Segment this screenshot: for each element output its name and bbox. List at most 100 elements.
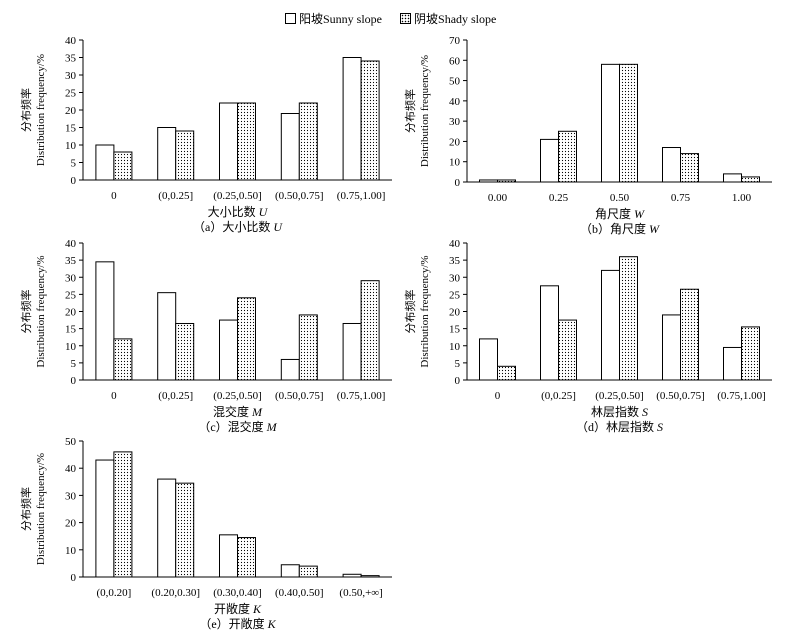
- bar-shady-c-4: [360, 280, 380, 381]
- y-tick-label-e: 30: [65, 490, 77, 502]
- y-axis-title-en-c: Distribution frequency/%: [35, 255, 47, 367]
- x-tick-label-d-2: (0.25,0.50]: [595, 390, 644, 402]
- bar-sunny-e-3: [280, 564, 300, 578]
- y-tick-label-d: 20: [449, 307, 461, 319]
- y-axis-title-cn-b: 分布频率: [403, 89, 417, 133]
- x-tick-label-b-3: 0.75: [671, 192, 691, 204]
- y-tick-label-b: 50: [449, 76, 461, 88]
- legend-swatch-sunny: [285, 13, 296, 24]
- caption-d: （d）林层指数 S: [576, 419, 663, 434]
- y-axis-title-en-a: Distribution frequency/%: [35, 54, 47, 166]
- y-tick-label-b: 10: [449, 157, 461, 169]
- x-tick-label-e-3: (0.40,0.50]: [275, 587, 324, 599]
- y-tick-label-c: 40: [65, 238, 77, 250]
- chart-panel-b: 0 10 20 30 40 50 60 70 分布频率 Distribution frequenc…: [403, 35, 772, 236]
- bar-sunny-a-0: [95, 144, 115, 181]
- x-tick-label-a-1: (0,0.25]: [158, 190, 193, 202]
- bar-sunny-d-0: [479, 338, 498, 381]
- bar-sunny-d-1: [540, 285, 559, 381]
- y-tick-label-c: 15: [65, 324, 77, 336]
- y-tick-label-a: 0: [71, 175, 77, 187]
- y-tick-label-b: 30: [449, 116, 461, 128]
- x-tick-label-e-4: (0.50,+∞]: [339, 587, 382, 599]
- y-tick-label-d: 0: [455, 375, 461, 387]
- legend-swatch-shady: [400, 13, 412, 24]
- y-tick-label-e: 10: [65, 545, 77, 557]
- x-tick-label-e-0: (0,0.20]: [96, 587, 131, 599]
- x-tick-label-e-2: (0.30,0.40]: [213, 587, 262, 599]
- x-tick-label-d-4: (0.75,1.00]: [717, 390, 766, 402]
- x-tick-label-c-3: (0.50,0.75]: [275, 390, 324, 402]
- y-tick-label-d: 40: [449, 238, 461, 250]
- y-tick-label-b: 60: [449, 55, 461, 67]
- chart-panel-e: 0 10 20 30 40 50 分布频率 Distribution frequency/% (…: [19, 436, 392, 631]
- y-tick-label-c: 10: [65, 341, 77, 353]
- bar-shady-d-3: [680, 288, 699, 381]
- x-tick-label-a-2: (0.25,0.50]: [213, 190, 262, 202]
- bar-shady-d-0: [497, 365, 516, 381]
- y-axis-title-cn-c: 分布频率: [19, 290, 33, 334]
- bar-sunny-c-2: [219, 319, 238, 381]
- x-axis-title-d: 林层指数 S: [591, 404, 648, 419]
- x-tick-label-b-0: 0.00: [488, 192, 508, 204]
- bar-shady-b-2: [619, 63, 638, 183]
- bar-sunny-e-2: [219, 534, 238, 578]
- y-axis-title-cn-e: 分布频率: [19, 487, 33, 531]
- bar-shady-c-3: [298, 314, 318, 381]
- x-tick-label-d-1: (0,0.25]: [541, 390, 576, 402]
- y-tick-label-c: 35: [65, 255, 77, 267]
- chart-panel-d: 0 5 10 15 20 25 30 35 40 分布频率 Distribution frequen…: [403, 238, 772, 434]
- y-tick-label-e: 50: [65, 436, 77, 448]
- legend-item-shady: 阴坡Shady slope: [400, 10, 496, 27]
- y-axis-title-cn-d: 分布频率: [403, 290, 417, 334]
- y-tick-label-a: 10: [65, 140, 77, 152]
- y-tick-label-d: 10: [449, 341, 461, 353]
- y-tick-label-b: 40: [449, 96, 461, 108]
- x-tick-label-c-1: (0,0.25]: [158, 390, 193, 402]
- chart-panel-c: 0 5 10 15 20 25 30 35 40 分布频率 Distribution frequen…: [19, 238, 392, 434]
- y-tick-label-a: 30: [65, 70, 77, 82]
- bar-shady-e-3: [298, 565, 318, 578]
- chart-panel-a: 0 5 10 15 20 25 30 35 40 分布频率 Distribution frequen…: [19, 35, 392, 234]
- bar-sunny-e-4: [342, 573, 362, 578]
- y-tick-label-a: 15: [65, 123, 77, 135]
- x-tick-label-e-1: (0.20,0.30]: [151, 587, 200, 599]
- y-tick-label-b: 0: [455, 177, 461, 189]
- bar-sunny-a-3: [280, 113, 300, 181]
- bar-shady-a-2: [237, 102, 256, 181]
- legend-label-shady: 阴坡Shady slope: [414, 12, 497, 26]
- bar-shady-c-1: [175, 322, 195, 381]
- bar-shady-e-2: [237, 537, 256, 578]
- bar-shady-b-4: [741, 176, 760, 183]
- x-tick-label-a-3: (0.50,0.75]: [275, 190, 324, 202]
- y-tick-label-c: 25: [65, 289, 77, 301]
- bar-sunny-c-0: [95, 261, 115, 381]
- bar-sunny-c-3: [280, 358, 300, 381]
- bar-shady-c-0: [113, 338, 133, 381]
- x-tick-label-b-2: 0.50: [610, 192, 630, 204]
- x-tick-label-c-4: (0.75,1.00]: [337, 390, 386, 402]
- bar-sunny-c-1: [157, 292, 177, 381]
- bar-sunny-d-2: [601, 269, 620, 381]
- bar-shady-a-1: [175, 130, 195, 181]
- y-tick-label-e: 20: [65, 518, 77, 530]
- bar-shady-d-1: [558, 319, 577, 381]
- x-axis-title-b: 角尺度 W: [595, 206, 645, 221]
- y-tick-label-a: 40: [65, 35, 77, 47]
- bar-sunny-c-4: [342, 322, 362, 381]
- y-tick-label-a: 25: [65, 88, 77, 100]
- x-tick-label-b-1: 0.25: [549, 192, 569, 204]
- y-tick-label-a: 35: [65, 53, 77, 65]
- x-axis-title-e: 开敞度 K: [214, 601, 262, 616]
- bar-shady-a-4: [360, 60, 380, 181]
- caption-b: （b）角尺度 W: [580, 221, 660, 236]
- y-axis-title-en-e: Distribution frequency/%: [35, 453, 47, 565]
- y-tick-label-c: 20: [65, 307, 77, 319]
- bar-shady-b-3: [680, 153, 699, 183]
- caption-e: （e）开敞度 K: [199, 616, 276, 631]
- x-axis-title-c: 混交度 M: [213, 404, 263, 419]
- y-tick-label-b: 20: [449, 136, 461, 148]
- y-tick-label-d: 35: [449, 255, 461, 267]
- bar-sunny-e-0: [95, 459, 115, 578]
- x-tick-label-c-2: (0.25,0.50]: [213, 390, 262, 402]
